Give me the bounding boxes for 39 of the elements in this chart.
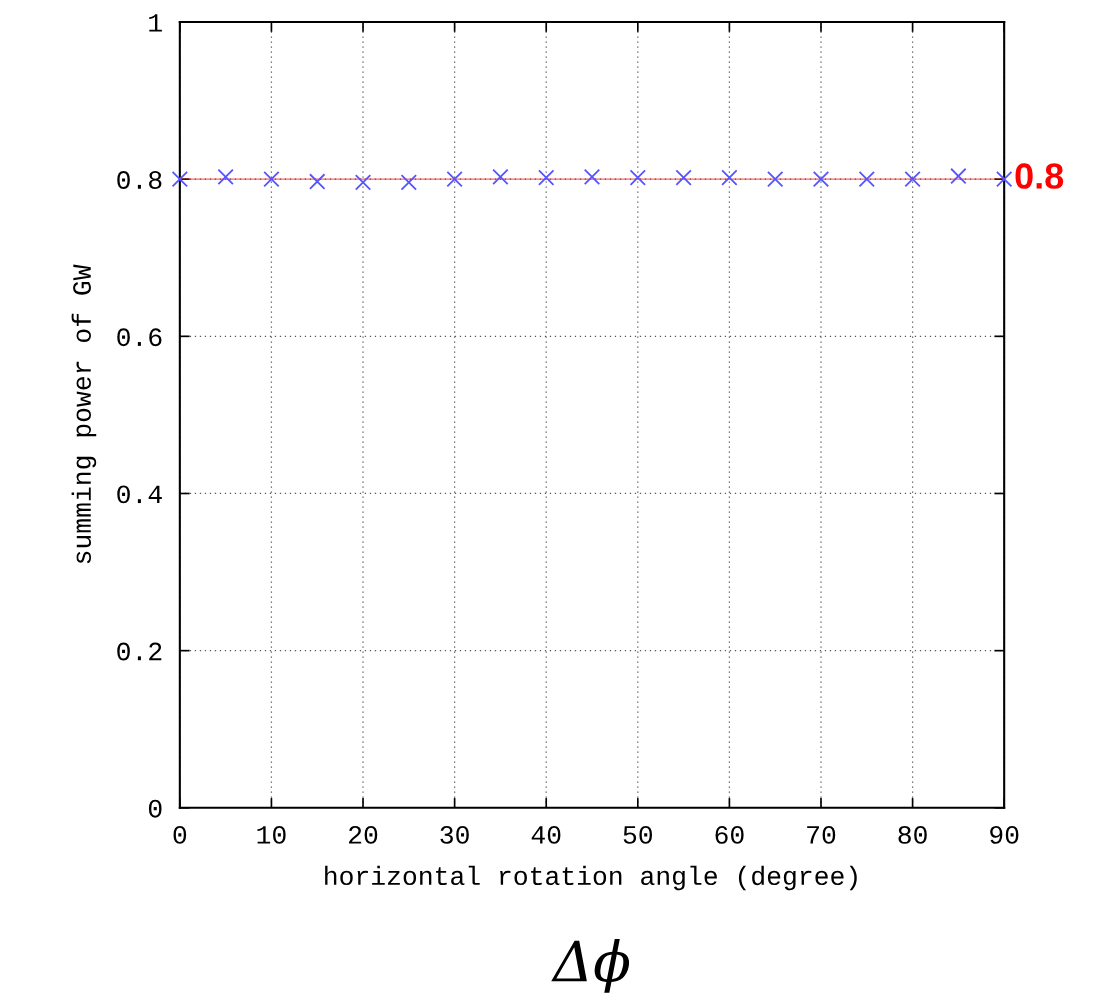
x-tick-label: 80: [898, 825, 927, 844]
y-tick-label: 0.4: [117, 485, 162, 504]
y-tick-label: 0.2: [117, 642, 162, 661]
x-tick-label: 90: [990, 825, 1019, 844]
y-tick-label: 0.6: [117, 328, 162, 347]
text: Δϕ: [551, 939, 630, 993]
point: [538, 169, 555, 186]
y-axis-title: summing power of GW: [71, 264, 97, 564]
point: [583, 168, 601, 186]
point: [812, 170, 830, 188]
point: [492, 168, 509, 186]
x-tick-label: 20: [349, 825, 378, 844]
x-tick-label: 0: [173, 825, 187, 844]
x-tick-label: 60: [715, 825, 744, 844]
point: [217, 168, 234, 186]
point: [446, 170, 463, 188]
x-tick-label: 10: [257, 825, 286, 844]
point: [950, 167, 967, 185]
point: [263, 170, 280, 188]
point: [995, 170, 1013, 188]
point: [767, 170, 784, 188]
point: [904, 170, 921, 188]
y-tick-label: 1: [149, 14, 162, 32]
x-tick-label: 50: [623, 825, 653, 844]
point: [629, 169, 646, 186]
point: [354, 174, 372, 191]
x-tick-label: 40: [531, 825, 561, 844]
point: [721, 169, 738, 186]
point: [858, 170, 875, 188]
x-tick-label: 70: [807, 825, 836, 844]
point: [675, 169, 692, 186]
y-tick-label: 0.8: [117, 171, 162, 189]
x-tick-label: 30: [440, 825, 469, 844]
point: [309, 173, 326, 190]
ref-line-label: 0.8: [1015, 163, 1064, 189]
point: [400, 174, 418, 191]
y-tick-label: 0: [148, 799, 162, 818]
x-axis-title: horizontal rotation angle (degree): [325, 865, 857, 891]
point: [171, 170, 189, 188]
